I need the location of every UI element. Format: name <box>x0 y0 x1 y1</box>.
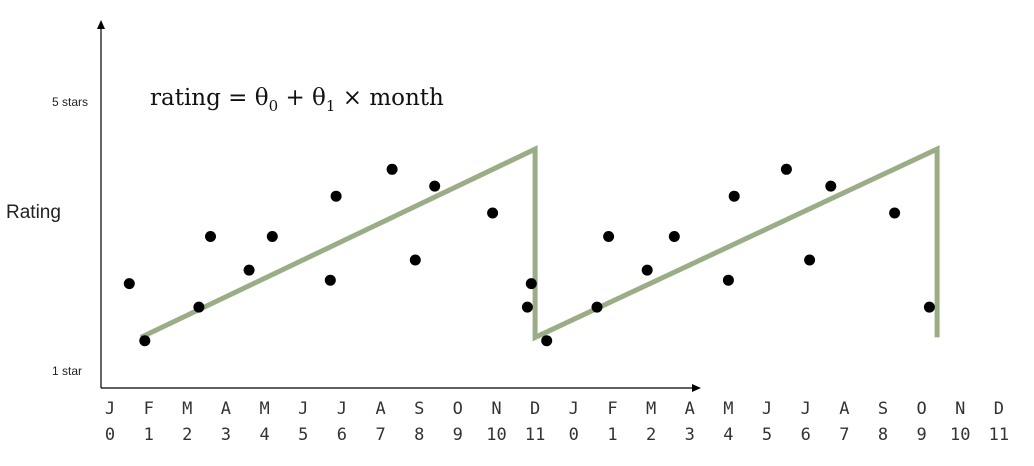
x-tick-month-number: 5 <box>298 425 308 445</box>
data-point <box>123 278 135 290</box>
x-tick-month-number: 6 <box>801 425 811 445</box>
x-tick-month-number: 6 <box>337 425 347 445</box>
x-tick-month-number: 9 <box>916 425 926 445</box>
x-tick-month-letter: M <box>259 399 269 419</box>
x-tick-month-number: 8 <box>878 425 888 445</box>
x-tick-month-number: 8 <box>414 425 424 445</box>
x-tick-month-letter: O <box>916 399 926 419</box>
data-point <box>603 231 615 242</box>
x-tick-month-number: 2 <box>646 425 656 445</box>
x-tick-month-letter: F <box>607 399 617 419</box>
data-point <box>409 254 421 266</box>
x-tick-labels: J F M A M J J A S O N D J F M A M J J A S O N D0 1 2 3 4 5 6 7 8 9 10 11 0 1… <box>105 399 1009 445</box>
x-tick-month-letter: S <box>414 399 424 419</box>
x-tick-month-letter: A <box>221 399 231 419</box>
data-point <box>205 231 216 242</box>
x-tick-month-number: 1 <box>607 425 617 445</box>
x-tick-month-number: 4 <box>259 425 269 445</box>
data-point <box>728 190 740 202</box>
data-point <box>243 264 255 276</box>
x-tick-month-letter: N <box>491 399 501 419</box>
data-point <box>722 274 734 286</box>
x-tick-month-letter: O <box>453 399 463 419</box>
formula-annotation: rating = θ0 + θ1 × month <box>150 85 444 115</box>
x-tick-month-number: 10 <box>950 425 970 445</box>
y-tick-top: 5 stars <box>52 95 88 109</box>
x-tick-month-number: 0 <box>105 425 115 445</box>
x-tick-month-letter: M <box>182 399 192 419</box>
x-tick-month-number: 0 <box>569 425 579 445</box>
data-point <box>487 207 499 219</box>
y-tick-bottom: 1 star <box>52 364 82 378</box>
trend-lines <box>139 145 940 342</box>
x-tick-month-letter: J <box>762 399 772 419</box>
x-tick-month-letter: J <box>569 399 579 419</box>
x-tick-month-number: 3 <box>685 425 695 445</box>
data-point <box>266 231 278 242</box>
x-tick-month-number: 11 <box>989 425 1009 445</box>
data-point <box>429 180 441 192</box>
data-point <box>525 278 537 290</box>
data-point <box>139 335 151 347</box>
data-point <box>641 264 653 276</box>
x-tick-month-letter: A <box>375 399 385 419</box>
x-tick-month-letter: S <box>878 399 888 419</box>
x-tick-month-letter: D <box>994 399 1004 419</box>
x-tick-month-letter: A <box>685 399 695 419</box>
data-point <box>330 190 342 202</box>
data-point <box>521 301 533 313</box>
x-tick-month-letter: M <box>723 399 733 419</box>
x-tick-month-number: 7 <box>839 425 849 445</box>
y-axis-label: Rating <box>6 202 61 223</box>
x-tick-month-letter: J <box>801 399 811 419</box>
x-tick-month-letter: M <box>646 399 656 419</box>
x-tick-month-number: 3 <box>221 425 231 445</box>
x-tick-month-number: 7 <box>375 425 385 445</box>
x-tick-month-letter: J <box>105 399 115 419</box>
x-tick-month-number: 11 <box>525 425 545 445</box>
data-point <box>825 180 837 192</box>
data-point <box>923 301 935 313</box>
data-point <box>193 301 205 313</box>
x-tick-month-number: 5 <box>762 425 772 445</box>
data-point <box>780 163 792 175</box>
x-tick-month-letter: A <box>839 399 849 419</box>
x-tick-month-letter: N <box>955 399 965 419</box>
data-points <box>123 163 935 347</box>
x-tick-month-number: 1 <box>144 425 154 445</box>
x-tick-month-letter: F <box>144 399 154 419</box>
x-tick-month-number: 4 <box>723 425 733 445</box>
data-point <box>541 335 553 347</box>
x-tick-month-number: 2 <box>182 425 192 445</box>
x-tick-month-letter: D <box>530 399 540 419</box>
data-point <box>804 254 816 266</box>
data-point <box>324 274 336 286</box>
x-tick-month-letter: J <box>337 399 347 419</box>
x-tick-month-letter: J <box>298 399 308 419</box>
x-tick-month-number: 9 <box>453 425 463 445</box>
data-point <box>386 163 398 175</box>
data-point <box>668 231 680 242</box>
data-point <box>889 207 901 219</box>
x-tick-month-number: 10 <box>486 425 506 445</box>
data-point <box>591 301 603 313</box>
trend-line-0 <box>139 145 940 342</box>
